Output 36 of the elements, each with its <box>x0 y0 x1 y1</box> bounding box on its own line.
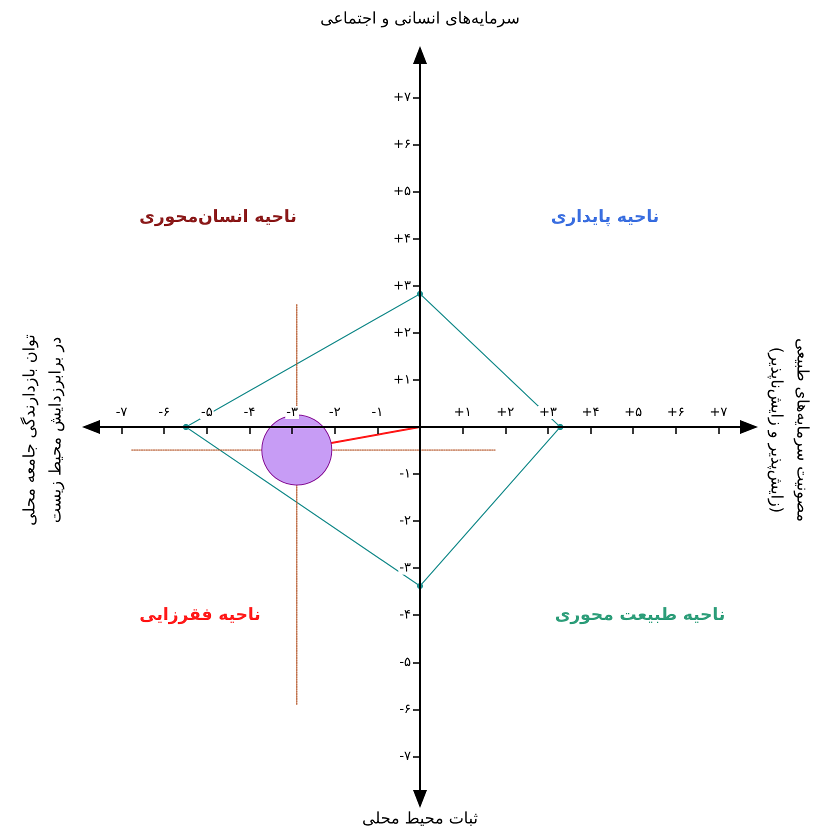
x-tick-label: -۷ <box>116 405 128 420</box>
y-tick-label: -۴ <box>399 608 412 623</box>
y-tick-label: -۷ <box>399 748 412 764</box>
annotation: ناحیه پایداری <box>550 207 660 227</box>
y-tick-label: -۱ <box>399 466 411 482</box>
x-tick-label: +۱ <box>454 405 472 420</box>
text: ثبات محیط محلی <box>362 808 478 828</box>
y-tick-label: +۶ <box>393 137 411 152</box>
text: سرمایه‌های انسانی و اجتماعی <box>320 8 520 28</box>
x-tick-label: +۳ <box>538 405 557 420</box>
x-tick-label: +۵ <box>624 405 642 420</box>
text: مصونیت سرمایه‌های طبیعی (زایش‌پذیر و زایش‌ناپذیر) <box>768 338 812 522</box>
x-tick-label: -۶ <box>158 405 170 420</box>
x-tick-label: +۴ <box>582 405 600 420</box>
y-tick-label: +۴ <box>393 231 412 246</box>
x-tick-label: +۲ <box>496 405 514 420</box>
x-tick-label: -۴ <box>244 405 256 420</box>
x-tick-label: -۲ <box>328 405 341 420</box>
y-tick-label: -۳ <box>399 560 412 576</box>
y-tick-label: +۲ <box>393 325 412 340</box>
annotation: ناحیه انسان‌محوری <box>139 207 297 227</box>
x-tick-label: -۵ <box>201 405 213 420</box>
y-tick-label: +۷ <box>393 90 412 106</box>
y-tick-label: -۶ <box>399 702 411 717</box>
x-tick-label: +۶ <box>666 405 685 420</box>
x-tick-label: -۳ <box>286 405 298 420</box>
x-tick-label: -۱ <box>372 405 384 420</box>
annotation: ناحیه فقرزایی <box>139 605 261 625</box>
y-tick-label: +۵ <box>393 184 412 200</box>
y-tick-label: +۳ <box>393 278 412 294</box>
x-tick-label: +۷ <box>709 405 728 420</box>
y-tick-label: -۵ <box>399 654 412 670</box>
annotation: ناحیه طبیعت محوری <box>554 605 726 625</box>
text: توان بازدارندگی جامعه محلی در برابرزدایش محیط زیست <box>20 334 64 526</box>
y-tick-label: -۲ <box>399 514 412 529</box>
y-tick-label: +۱ <box>393 372 411 388</box>
